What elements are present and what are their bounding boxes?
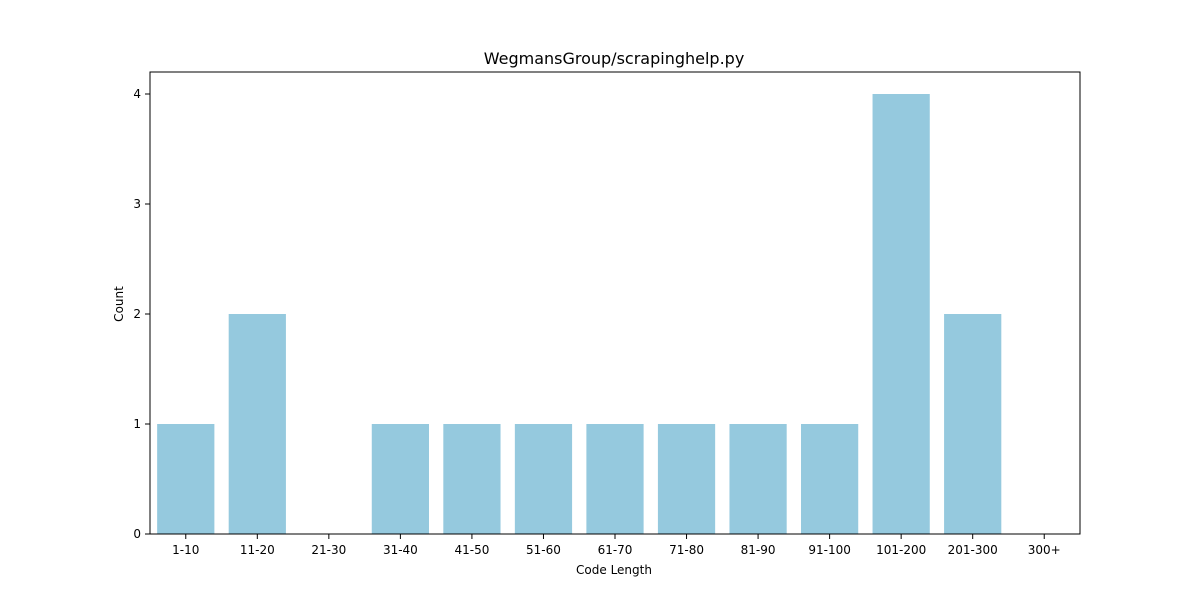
- x-tick-label-101-200: 101-200: [876, 543, 926, 557]
- y-tick-label-1: 1: [133, 417, 141, 431]
- x-tick-label-51-60: 51-60: [526, 543, 561, 557]
- x-axis-label: Code Length: [576, 563, 652, 577]
- bar-31-40: [371, 424, 429, 534]
- bar-91-100: [801, 424, 859, 534]
- x-tick-label-11-20: 11-20: [240, 543, 275, 557]
- bar-41-50: [443, 424, 501, 534]
- x-tick-label-31-40: 31-40: [383, 543, 418, 557]
- y-tick-label-0: 0: [133, 527, 141, 541]
- bar-51-60: [514, 424, 573, 534]
- x-tick-label-201-300: 201-300: [948, 543, 998, 557]
- bar-61-70: [586, 424, 644, 534]
- bar-11-20: [228, 314, 286, 534]
- x-tick-label-1-10: 1-10: [172, 543, 199, 557]
- x-tick-label-21-30: 21-30: [311, 543, 346, 557]
- x-tick-label-41-50: 41-50: [454, 543, 489, 557]
- x-tick-label-81-90: 81-90: [741, 543, 776, 557]
- x-tick-label-91-100: 91-100: [808, 543, 851, 557]
- y-axis-label: Count: [112, 286, 126, 322]
- y-tick-label-4: 4: [133, 87, 141, 101]
- axes-layer: 1-10 11-20 21-30 31-40 41-50 51-60 61-70 71-80 8…: [133, 71, 1081, 557]
- chart-title: WegmansGroup/scrapinghelp.py: [484, 49, 745, 68]
- bar-1-10: [157, 424, 215, 534]
- bar-81-90: [729, 424, 787, 534]
- x-tick-label-71-80: 71-80: [669, 543, 704, 557]
- x-tick-label-61-70: 61-70: [598, 543, 633, 557]
- bar-101-200: [872, 94, 930, 534]
- x-tick-label-300+: 300+: [1028, 543, 1061, 557]
- bars-layer: [157, 94, 1002, 534]
- bar-71-80: [657, 424, 716, 534]
- y-tick-label-3: 3: [133, 197, 141, 211]
- bar-201-300: [944, 314, 1002, 534]
- y-tick-label-2: 2: [133, 307, 141, 321]
